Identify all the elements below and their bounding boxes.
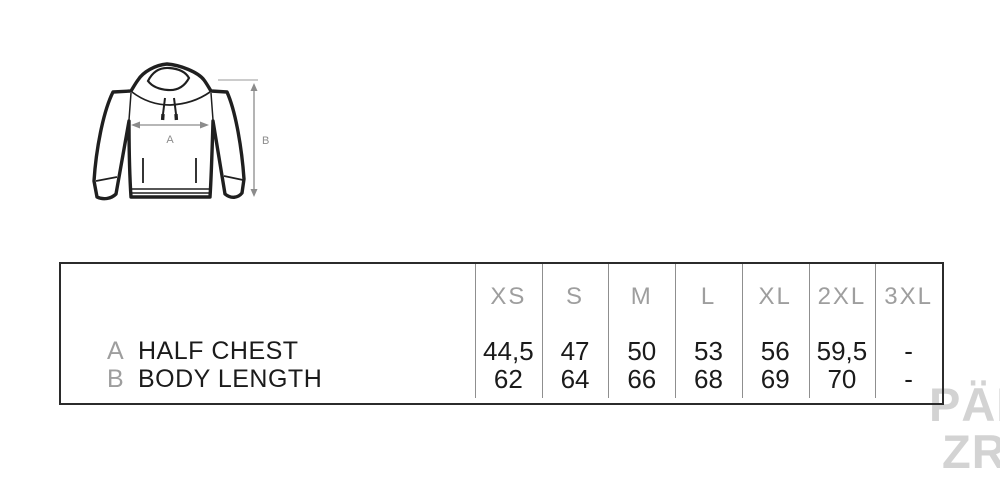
measure-b-arrow: B (218, 79, 269, 197)
drawstring-lines (162, 97, 177, 115)
row-key-b: B (107, 364, 124, 393)
size-table: A HALF CHEST B BODY LENGTH XS 44,5 62 S … (59, 262, 944, 405)
size-header-l: L (700, 282, 717, 310)
size-column-2xl: 2XL 59,5 70 (808, 264, 876, 403)
hoodie-diagram: A B (85, 50, 275, 210)
shoulder-seam-lines (128, 92, 214, 121)
body-length-value-xl: 69 (760, 364, 790, 394)
half-chest-value-l: 53 (694, 336, 723, 366)
size-column-l: L 53 68 (675, 264, 742, 403)
row-label-body-length: BODY LENGTH (138, 364, 323, 393)
measure-b-label: B (262, 135, 269, 147)
size-header-xs: XS (490, 282, 527, 310)
size-column-m: M 50 66 (608, 264, 675, 403)
size-column-xl: XL 56 69 (741, 264, 809, 403)
table-row-half-chest: A HALF CHEST (61, 337, 475, 365)
size-column-s: S 47 64 (541, 264, 609, 403)
body-length-value-l: 68 (694, 364, 723, 394)
label-column-header-spacer (61, 264, 475, 337)
body-length-value-m: 66 (627, 364, 657, 394)
watermark-line2: ZR (942, 424, 1000, 478)
cuff-lines (95, 175, 244, 182)
measure-a-arrow: A (131, 121, 209, 146)
table-row-body-length: B BODY LENGTH (61, 365, 475, 393)
pocket-lines (142, 158, 197, 183)
measure-label-column: A HALF CHEST B BODY LENGTH (61, 264, 475, 403)
brand-watermark: PÄL ZR (929, 381, 1000, 478)
body-length-value-3xl: - (904, 364, 913, 394)
size-header-xl: XL (758, 282, 792, 310)
size-header-m: M (630, 282, 653, 310)
hoodie-outline-icon: A B (92, 62, 269, 201)
half-chest-value-2xl: 59,5 (816, 336, 868, 366)
half-chest-value-s: 47 (560, 336, 590, 366)
half-chest-value-xs: 44,5 (483, 336, 534, 366)
body-length-value-2xl: 70 (827, 364, 857, 394)
hem-lines (131, 188, 210, 194)
measure-a-label: A (166, 134, 174, 146)
hoodie-body-shape (92, 62, 246, 201)
drawstring-aglets (160, 113, 179, 121)
half-chest-value-3xl: - (904, 336, 913, 366)
row-key-a: A (107, 336, 124, 365)
row-label-half-chest: HALF CHEST (138, 336, 299, 365)
size-header-3xl: 3XL (884, 282, 933, 310)
body-length-value-xs: 62 (493, 364, 523, 394)
collar-line (131, 91, 211, 106)
size-column-xs: XS 44,5 62 (475, 264, 542, 403)
hood-opening-line (146, 66, 191, 92)
half-chest-value-m: 50 (627, 336, 657, 366)
size-column-3xl: 3XL - - (875, 264, 942, 403)
size-header-2xl: 2XL (817, 282, 867, 310)
size-header-s: S (566, 282, 585, 310)
body-length-value-s: 64 (560, 364, 590, 394)
half-chest-value-xl: 56 (760, 336, 790, 366)
